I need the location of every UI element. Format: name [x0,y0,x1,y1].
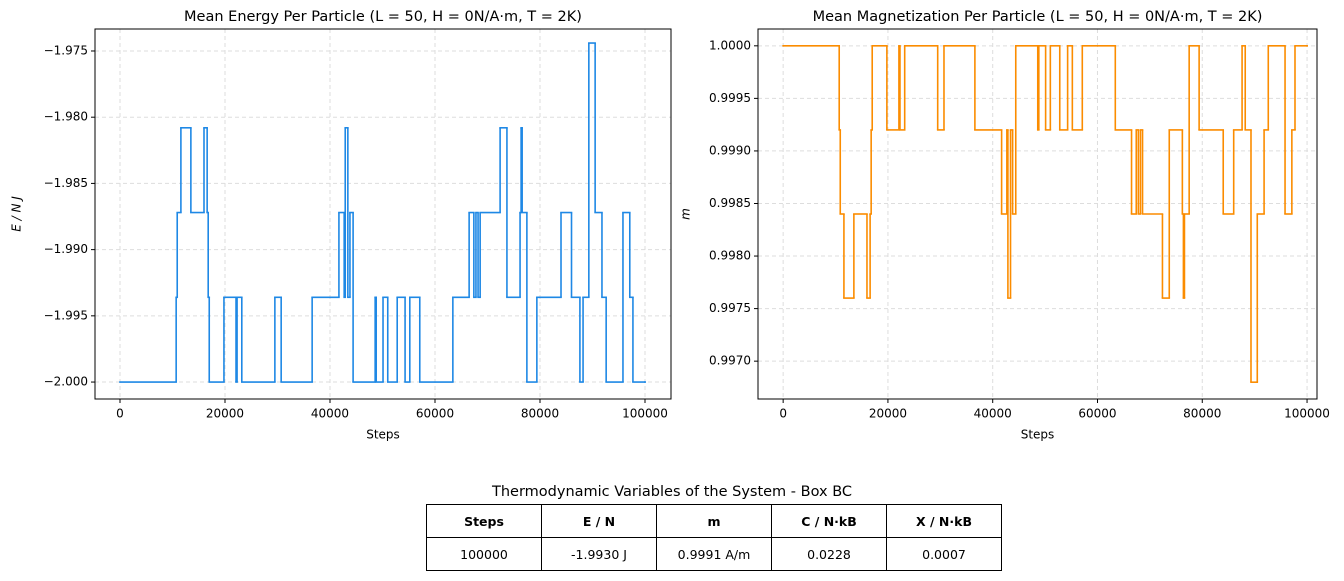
x-tick-label: 40000 [974,407,1012,421]
x-tick-label: 20000 [869,407,907,421]
x-tick-label: 40000 [311,407,349,421]
plot-frame [757,28,1318,400]
header-cell: X / N·kB [886,504,1002,538]
cell: -1.9930 J [541,537,657,571]
x-tick-label: 0 [779,407,787,421]
data-row: 100000 -1.9930 J 0.9991 A/m 0.0228 0.000… [426,537,1002,571]
y-axis-label: m [679,208,693,220]
x-tick-label: 80000 [521,407,559,421]
table-title: Thermodynamic Variables of the System - … [491,484,853,500]
chart-title: Mean Magnetization Per Particle (L = 50,… [813,9,1263,25]
y-axis-label: E / N J [10,196,24,232]
charts: Mean Energy Per Particle (L = 50, H = 0N… [10,9,1330,442]
x-axis-label: Steps [366,428,400,442]
chart-title: Mean Energy Per Particle (L = 50, H = 0N… [184,9,582,25]
y-tick-label: −1.985 [44,176,88,190]
cell: 0.9991 A/m [656,537,772,571]
header-row: Steps E / N m C / N·kB X / N·kB [426,504,1002,538]
cell: 0.0007 [886,537,1002,571]
cell: 0.0228 [771,537,887,571]
y-tick-label: 1.0000 [709,38,751,52]
y-tick-label: −2.000 [44,375,88,389]
y-tick-label: −1.990 [44,242,88,256]
x-tick-label: 100000 [1284,407,1330,421]
y-tick-label: 0.9985 [709,196,751,210]
header-cell: Steps [426,504,542,538]
header-cell: C / N·kB [771,504,887,538]
header-cell: E / N [541,504,657,538]
y-tick-label: −1.980 [44,110,88,124]
x-axis-label: Steps [1021,428,1055,442]
x-tick-label: 20000 [206,407,244,421]
y-tick-label: −1.995 [44,308,88,322]
plot-frame [94,28,672,400]
y-tick-label: 0.9970 [709,354,751,368]
x-tick-label: 0 [116,407,124,421]
x-tick-label: 100000 [622,407,668,421]
cell: 100000 [426,537,542,571]
x-tick-label: 60000 [416,407,454,421]
y-tick-label: 0.9990 [709,143,751,157]
table: Steps E / N m C / N·kB X / N·kB 100000 -… [426,504,1002,571]
x-tick-label: 60000 [1078,407,1116,421]
x-tick-label: 80000 [1183,407,1221,421]
header-cell: m [656,504,772,538]
y-tick-label: 0.9995 [709,91,751,105]
y-tick-label: 0.9975 [709,301,751,315]
y-tick-label: 0.9980 [709,249,751,263]
y-tick-label: −1.975 [44,43,88,57]
